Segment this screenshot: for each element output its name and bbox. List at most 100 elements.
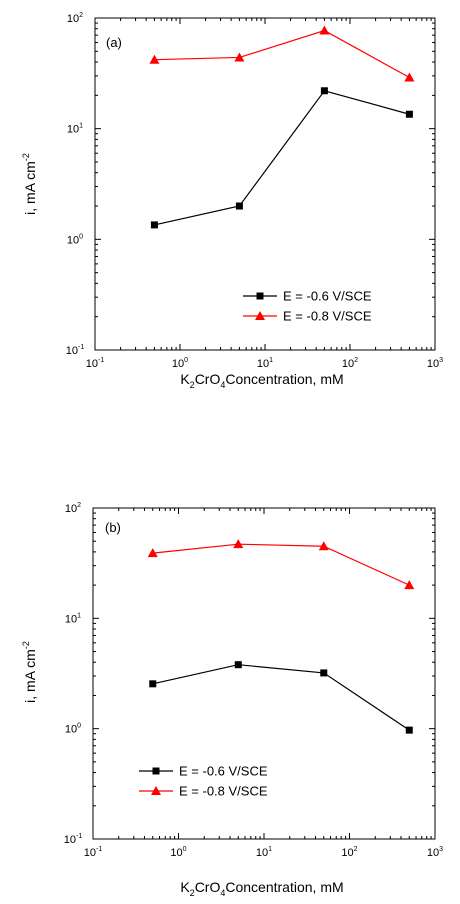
tick-label-exponent: 2	[354, 846, 358, 853]
y-tick-label: 101	[67, 123, 83, 136]
tick-label-base: 10	[170, 847, 182, 859]
data-point-triangle	[404, 72, 415, 82]
x-tick-label: 103	[427, 846, 443, 859]
x-tick-label: 10-1	[84, 846, 103, 859]
chart-panel-a: 10-1 100 101 102 10310-1100101102K2CrO4Conce…	[21, 12, 443, 390]
y-axis-label-superscript: -2	[21, 641, 31, 649]
data-point-triangle	[404, 580, 415, 590]
tick-label-exponent: 0	[184, 357, 188, 364]
x-axis-label-part: Concentration, mM	[225, 879, 343, 895]
tick-label-exponent: 3	[439, 846, 443, 853]
x-axis-label-part: CrO	[195, 879, 221, 895]
x-axis-label-part: CrO	[195, 371, 221, 387]
y-tick-label: 100	[65, 723, 81, 736]
y-axis-label-part: i, mA cm	[22, 649, 38, 703]
y-tick-label: 101	[65, 612, 81, 625]
tick-label-base: 10	[427, 847, 439, 859]
series-line-2	[154, 29, 410, 79]
data-point-triangle	[233, 539, 244, 549]
tick-label-exponent: -1	[76, 833, 82, 840]
y-axis-label-superscript: -2	[21, 153, 31, 161]
tick-label-base: 10	[172, 358, 184, 370]
x-axis-label-subscript: 2	[190, 380, 195, 390]
x-axis-label-subscript: 2	[190, 888, 195, 898]
tick-label-exponent: 0	[183, 846, 187, 853]
series-line-2	[152, 543, 410, 586]
data-point-square	[149, 680, 157, 688]
legend-marker-triangle	[151, 786, 161, 795]
tick-label-base: 10	[65, 503, 77, 515]
plot-frame	[94, 17, 436, 351]
x-axis-label: K2CrO4Concentration, mM	[180, 879, 343, 898]
series-line-1	[152, 664, 410, 731]
y-tick-label: 10-1	[64, 833, 83, 846]
y-tick-label: 102	[65, 502, 81, 515]
tick-label-base: 10	[64, 834, 76, 846]
data-point-square	[320, 87, 328, 95]
data-point-triangle	[147, 548, 158, 558]
data-point-square	[405, 726, 413, 734]
tick-label-base: 10	[67, 124, 79, 136]
tick-label-exponent: 1	[268, 846, 272, 853]
tick-label-base: 10	[66, 345, 78, 357]
series-line-1	[154, 90, 410, 226]
y-axis-label-part: i, mA cm	[22, 161, 38, 215]
data-point-triangle	[149, 54, 160, 64]
data-point-square	[234, 661, 242, 669]
tick-label-exponent: 2	[354, 357, 358, 364]
panel-label: (a)	[106, 35, 122, 50]
y-tick-label: 100	[67, 233, 83, 246]
x-tick-label: 102	[341, 846, 357, 859]
tick-label-base: 10	[342, 358, 354, 370]
legend-label: E = -0.6 V/SCE	[283, 289, 372, 304]
panel-label: (b)	[105, 520, 121, 535]
y-tick-label: 102	[67, 12, 83, 25]
y-tick-label: 10-1	[66, 344, 85, 357]
x-axis-label-part: K	[180, 371, 190, 387]
tick-label-base: 10	[67, 234, 79, 246]
tick-label-exponent: -1	[96, 846, 102, 853]
x-tick-label: 103	[427, 357, 443, 370]
x-tick-label: 101	[256, 846, 272, 859]
tick-label-exponent: 1	[77, 612, 81, 619]
tick-label-exponent: 0	[77, 723, 81, 730]
legend-marker-triangle	[255, 311, 265, 320]
x-axis-label-subscript: 4	[220, 380, 225, 390]
data-point-triangle	[234, 52, 245, 62]
x-tick-label: 101	[257, 357, 273, 370]
tick-label-exponent: 1	[269, 357, 273, 364]
tick-label-base: 10	[84, 847, 96, 859]
x-axis-label-subscript: 4	[220, 888, 225, 898]
chart-panel-b: 10-1 100 101 102 10310-1100101102K2CrO4Conce…	[21, 502, 443, 898]
tick-label-base: 10	[341, 847, 353, 859]
tick-label-exponent: 0	[79, 233, 83, 240]
y-axis-label: i, mA cm-2	[21, 153, 38, 215]
data-point-square	[405, 110, 413, 118]
tick-label-exponent: 2	[77, 502, 81, 509]
legend-label: E = -0.8 V/SCE	[179, 784, 268, 799]
data-point-triangle	[318, 541, 329, 551]
x-tick-label: 100	[172, 357, 188, 370]
x-tick-label: 102	[342, 357, 358, 370]
tick-label-base: 10	[65, 724, 77, 736]
data-point-triangle	[319, 25, 330, 35]
tick-label-base: 10	[65, 613, 77, 625]
data-point-square	[320, 669, 328, 677]
tick-label-exponent: 2	[79, 12, 83, 19]
x-tick-label: 100	[170, 846, 186, 859]
legend-label: E = -0.8 V/SCE	[283, 309, 372, 324]
tick-label-exponent: -1	[98, 357, 104, 364]
tick-label-base: 10	[86, 358, 98, 370]
x-axis-label-part: Concentration, mM	[225, 371, 343, 387]
tick-label-exponent: 1	[79, 123, 83, 130]
tick-label-exponent: 3	[439, 357, 443, 364]
tick-label-base: 10	[427, 358, 439, 370]
x-axis-label: K2CrO4Concentration, mM	[180, 371, 343, 390]
tick-label-base: 10	[256, 847, 268, 859]
x-axis-label-part: K	[180, 879, 190, 895]
x-tick-label: 10-1	[86, 357, 105, 370]
data-point-square	[150, 221, 158, 229]
y-axis-label: i, mA cm-2	[21, 641, 38, 703]
legend-marker-square	[256, 292, 264, 300]
tick-label-base: 10	[257, 358, 269, 370]
